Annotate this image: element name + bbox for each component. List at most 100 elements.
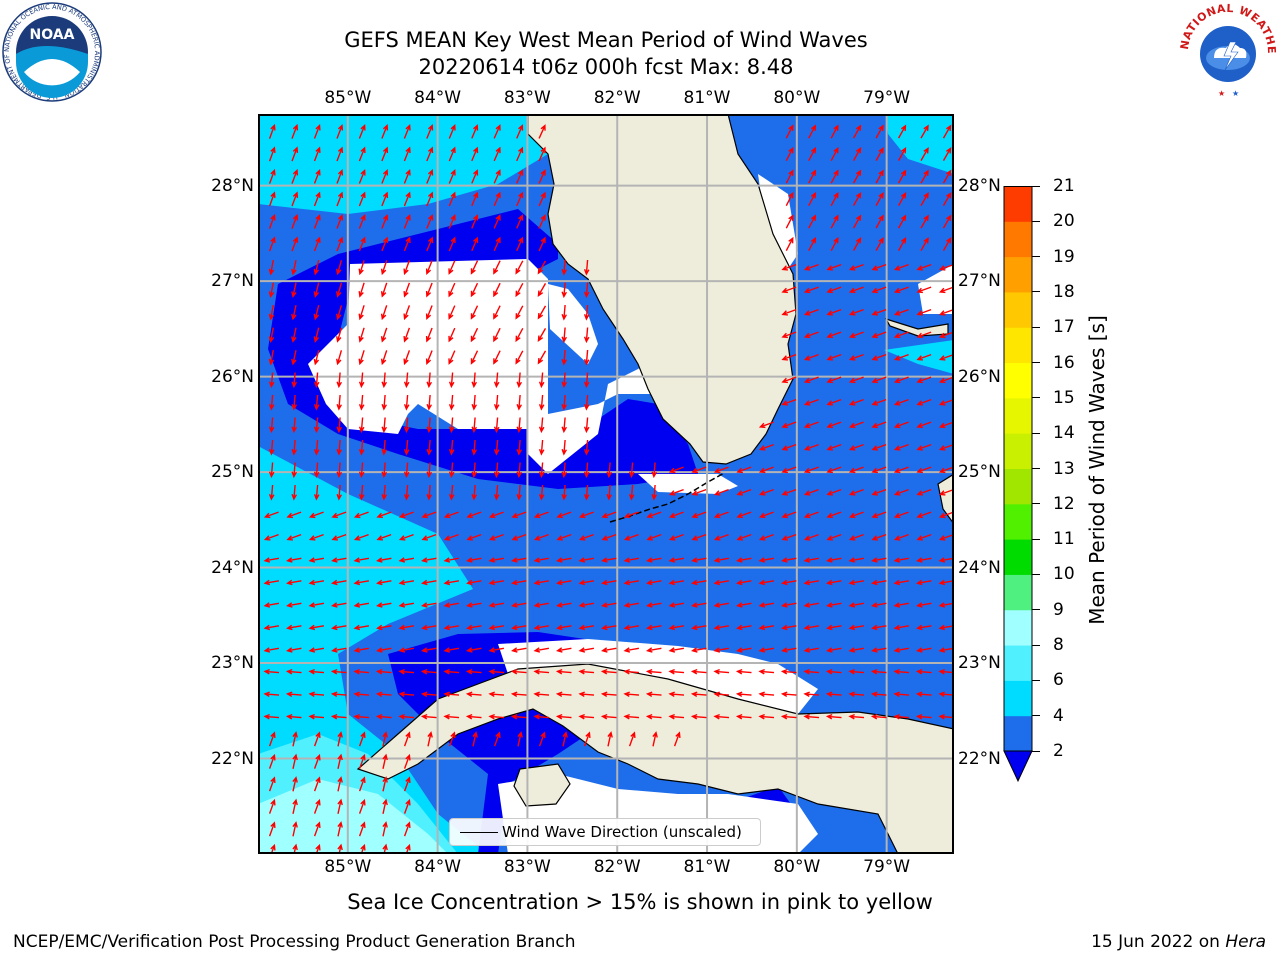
wave-arrow-644 [938, 668, 954, 675]
wave-arrow-603 [713, 647, 730, 653]
wave-arrow-35 [808, 146, 817, 162]
wave-arrow-717 [493, 731, 501, 747]
lat-tick-left-5: 23°N [211, 653, 254, 674]
wave-arrow-555 [331, 624, 347, 631]
wave-arrow-752 [382, 821, 388, 837]
wind-wave-direction-arrows [263, 123, 954, 854]
wave-arrow-607 [803, 647, 820, 653]
wave-arrow-82 [920, 191, 929, 206]
wave-arrow-169 [893, 286, 909, 294]
wave-arrow-715 [448, 731, 456, 747]
wave-arrow-417 [713, 511, 729, 519]
wave-arrow-58 [852, 169, 862, 184]
wave-arrow-164 [781, 286, 797, 294]
wave-arrow-276 [538, 394, 545, 411]
wave-arrow-57 [830, 169, 839, 184]
colorbar-segment-3 [1004, 609, 1032, 646]
ice-free-white-2 [548, 284, 598, 364]
wave-arrow-124 [920, 236, 929, 251]
keys-chain [609, 471, 727, 523]
wave-arrow-168 [871, 286, 887, 294]
wave-arrow-349 [583, 462, 590, 479]
wave-arrow-533 [533, 602, 550, 608]
wave-arrow-75 [538, 191, 546, 207]
wave-arrow-190 [848, 308, 864, 316]
wave-arrow-586 [331, 647, 347, 653]
wave-arrow-29 [448, 146, 456, 162]
colorbar-label-14: 19 [1053, 246, 1075, 267]
wave-arrow-214 [871, 331, 887, 339]
wave-arrow-259 [848, 376, 864, 384]
wave-arrow-26 [381, 146, 389, 162]
wave-arrow-443 [601, 533, 617, 541]
wave-arrow-408 [511, 511, 527, 519]
colorbar-segment-10 [1004, 362, 1032, 399]
wave-arrow-619 [375, 668, 392, 675]
wave-arrow-518 [893, 579, 910, 586]
wave-arrow-195 [268, 327, 275, 343]
wave-arrow-110 [381, 236, 389, 252]
wave-arrow-133 [425, 260, 433, 276]
wave-arrow-537 [623, 602, 640, 608]
wave-arrow-710 [337, 731, 343, 747]
wave-arrow-64 [291, 191, 299, 207]
wave-arrow-53 [516, 169, 524, 184]
colorbar-label-11: 16 [1053, 352, 1075, 373]
wave-arrow-460 [286, 557, 302, 563]
plot-subtitle: 20220614 t06z 000h fcst Max: 8.48 [418, 55, 794, 79]
wave-arrow-155 [403, 282, 411, 298]
wave-arrow-483 [803, 557, 820, 563]
wave-arrow-177 [380, 305, 388, 321]
colorbar-segment-6 [1004, 503, 1032, 540]
wave-arrow-275 [516, 394, 523, 411]
wave-arrow-404 [421, 511, 437, 519]
wave-arrow-474 [601, 557, 617, 563]
wave-arrow-285 [916, 398, 932, 406]
wave-arrow-342 [426, 462, 433, 479]
wave-arrow-358 [781, 466, 797, 474]
wave-arrow-744 [358, 798, 366, 814]
wave-arrow-22 [291, 146, 299, 162]
wave-arrow-205 [493, 327, 501, 343]
wave-arrow-180 [448, 305, 456, 320]
wave-arrow-572 [713, 624, 730, 631]
wave-arrow-70 [426, 191, 434, 207]
wave-arrow-491 [286, 579, 302, 586]
wave-arrow-271 [426, 394, 433, 411]
wave-arrow-683 [420, 713, 437, 720]
wave-arrow-505 [601, 579, 617, 586]
lon-tick-bottom-4: 81°W [683, 857, 731, 877]
wave-arrow-458 [938, 533, 954, 541]
wave-arrow-508 [668, 579, 685, 586]
wave-arrow-20 [942, 124, 952, 139]
lon-tick-bottom-2: 83°W [503, 857, 551, 877]
wave-arrow-163 [583, 282, 590, 299]
lon-tick-bottom-3: 82°W [593, 857, 641, 877]
colorbar-label-2: 6 [1053, 670, 1064, 691]
wave-arrow-4 [358, 123, 366, 139]
wave-arrow-94 [493, 214, 501, 229]
colorbar-segment-13 [1004, 256, 1032, 293]
wave-arrow-68 [381, 191, 389, 207]
wave-arrow-230 [537, 350, 547, 365]
wave-arrow-257 [803, 376, 819, 384]
wave-arrow-749 [313, 821, 321, 837]
colorbar-segment-2 [1004, 645, 1032, 681]
wave-arrow-634 [713, 668, 730, 675]
wave-arrow-174 [313, 305, 320, 321]
wave-arrow-286 [938, 398, 954, 406]
wave-arrow-445 [646, 533, 662, 541]
wave-arrow-287 [268, 417, 275, 434]
wave-arrow-504 [578, 579, 595, 586]
wave-arrow-506 [623, 579, 640, 586]
wave-arrow-623 [465, 668, 482, 675]
svg-text:★: ★ [1232, 89, 1239, 98]
wave-arrow-1 [291, 123, 299, 139]
wave-arrow-139 [561, 259, 568, 276]
colorbar-title: Mean Period of Wind Waves [s] [1085, 315, 1109, 625]
wave-arrow-11 [516, 124, 524, 139]
svg-text:★: ★ [1218, 89, 1225, 98]
wave-arrow-219 [291, 350, 297, 366]
wave-arrow-221 [336, 350, 343, 366]
wave-arrow-463 [353, 557, 370, 563]
